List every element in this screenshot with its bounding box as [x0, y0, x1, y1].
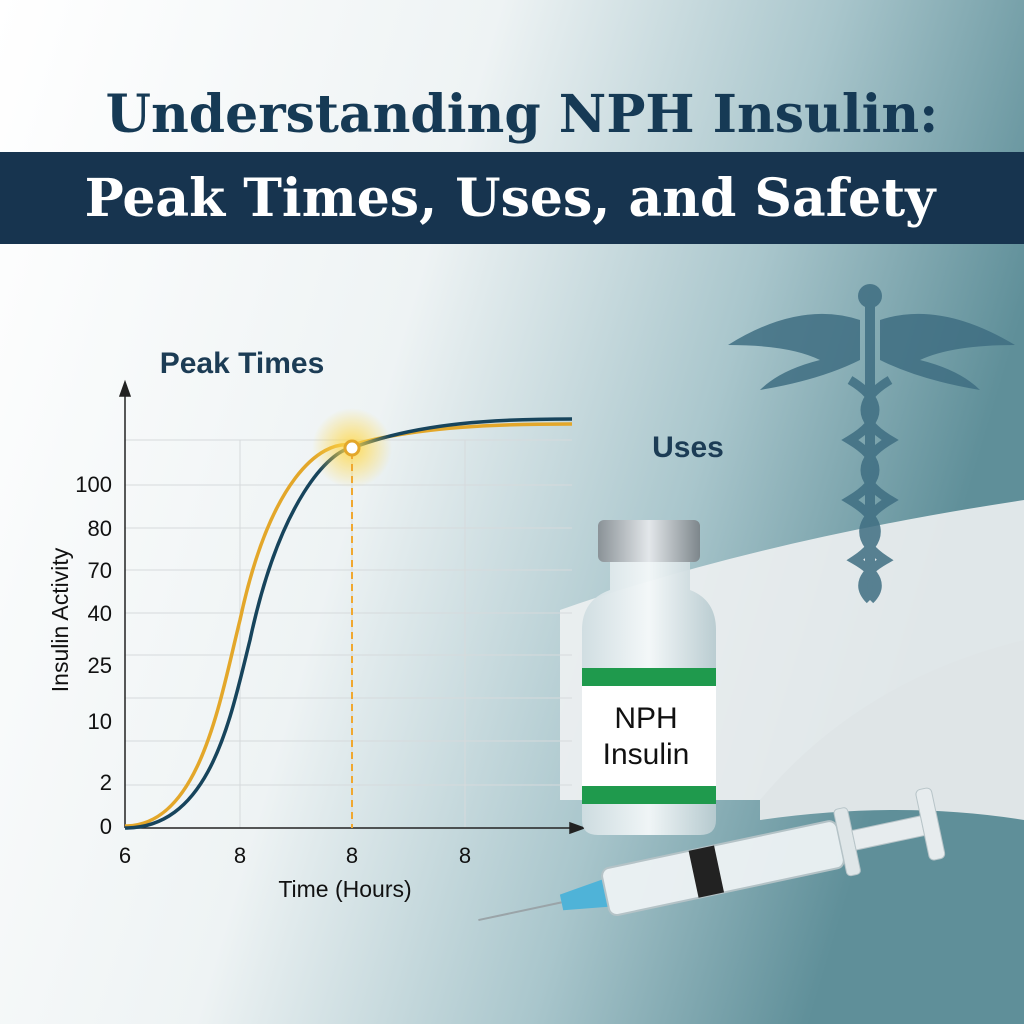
y-tick-label: 80 [88, 516, 112, 541]
y-tick-label: 70 [88, 558, 112, 583]
x-tick-label: 8 [346, 843, 358, 868]
y-tick-label: 2 [100, 770, 112, 795]
x-tick-label: 6 [119, 843, 131, 868]
y-tick-label: 0 [100, 814, 112, 839]
tick-labels: 100 80 70 40 25 10 2 06 8 8 8 [75, 472, 471, 868]
caduceus [728, 284, 1015, 604]
uses-label: Uses [652, 431, 724, 464]
title: Understanding NPH Insulin: [106, 84, 939, 145]
curve-yellow [124, 422, 573, 828]
banner [0, 152, 1024, 244]
x-tick-label: 8 [459, 843, 471, 868]
y-tick-label: 25 [88, 653, 112, 678]
y-tick-label: 100 [75, 472, 112, 497]
vial: NPH Insulin [582, 520, 716, 835]
vial-line1: NPH [614, 702, 677, 735]
chart-axes [118, 379, 587, 835]
y-axis-label: Insulin Activity [47, 547, 73, 692]
book-page [760, 640, 1024, 820]
syringe [478, 787, 946, 922]
x-tick-label: 8 [234, 843, 246, 868]
y-tick-label: 10 [88, 709, 112, 734]
banner-text: Peak Times, Uses, and Safety [85, 168, 938, 229]
y-tick-label: 40 [88, 601, 112, 626]
chart-label: Peak Times [160, 347, 325, 380]
curve-navy [124, 417, 573, 830]
peak-marker [343, 439, 361, 457]
x-axis-label: Time (Hours) [278, 876, 411, 902]
vial-line2: Insulin [603, 738, 690, 771]
